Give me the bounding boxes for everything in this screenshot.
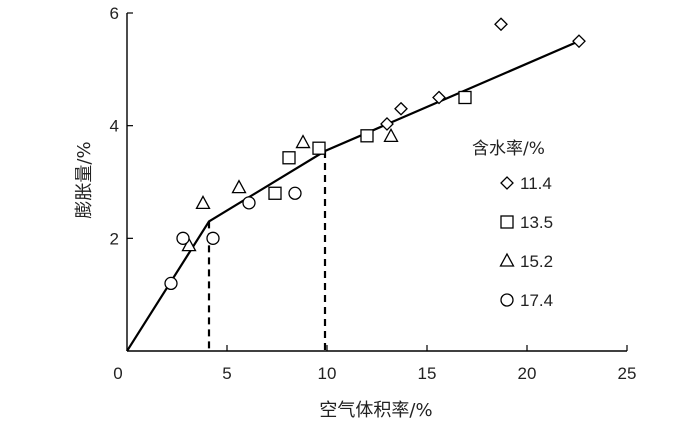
legend-circle-icon bbox=[500, 293, 514, 307]
square-data-point bbox=[458, 90, 472, 105]
x-tick-label: 15 bbox=[418, 364, 437, 383]
diamond-data-point bbox=[572, 34, 586, 49]
square-data-point bbox=[268, 186, 282, 200]
x-axis-label: 空气体积率/% bbox=[319, 400, 432, 421]
y-tick-label: 4 bbox=[110, 117, 119, 136]
legend-square-icon bbox=[500, 215, 514, 229]
triangle-data-point bbox=[295, 134, 311, 149]
diamond-data-point bbox=[394, 101, 408, 116]
x-tick-label: 0 bbox=[113, 364, 122, 383]
y-axis-label: 膨胀量/% bbox=[74, 141, 95, 218]
legend-triangle-icon bbox=[499, 252, 515, 267]
circle-data-point bbox=[242, 196, 256, 210]
data-points bbox=[164, 17, 586, 291]
legend-label: 17.4 bbox=[520, 291, 553, 310]
diamond-data-point bbox=[432, 90, 446, 105]
triangle-data-point bbox=[181, 237, 197, 252]
circle-data-point bbox=[176, 231, 190, 245]
x-tick-label: 25 bbox=[618, 364, 637, 383]
square-data-point bbox=[312, 141, 326, 155]
legend-title: 含水率/% bbox=[472, 139, 545, 159]
diamond-data-point bbox=[494, 17, 508, 32]
square-data-point bbox=[282, 151, 296, 165]
y-tick-label: 6 bbox=[110, 4, 119, 23]
ticks: 0 5 10 15 20 25 2 4 6 bbox=[110, 4, 637, 383]
x-tick-label: 20 bbox=[518, 364, 537, 383]
legend-diamond-icon bbox=[500, 176, 514, 190]
y-tick-label: 2 bbox=[110, 229, 119, 248]
circle-data-point bbox=[288, 186, 302, 200]
diamond-data-point bbox=[380, 117, 394, 131]
circle-data-point bbox=[164, 276, 178, 291]
x-tick-label: 10 bbox=[318, 364, 337, 383]
x-tick-label: 5 bbox=[222, 364, 231, 383]
square-data-point bbox=[360, 129, 374, 143]
legend: 含水率/% 11.4 13.5 15.2 17.4 bbox=[472, 139, 553, 310]
legend-label: 13.5 bbox=[520, 213, 553, 232]
triangle-data-point bbox=[195, 195, 211, 210]
circle-data-point bbox=[206, 231, 220, 245]
legend-label: 11.4 bbox=[520, 174, 552, 193]
triangle-data-point bbox=[231, 179, 247, 194]
triangle-data-point bbox=[383, 128, 399, 143]
axes bbox=[126, 13, 627, 352]
guide-lines bbox=[207, 151, 327, 351]
legend-label: 15.2 bbox=[520, 252, 553, 271]
